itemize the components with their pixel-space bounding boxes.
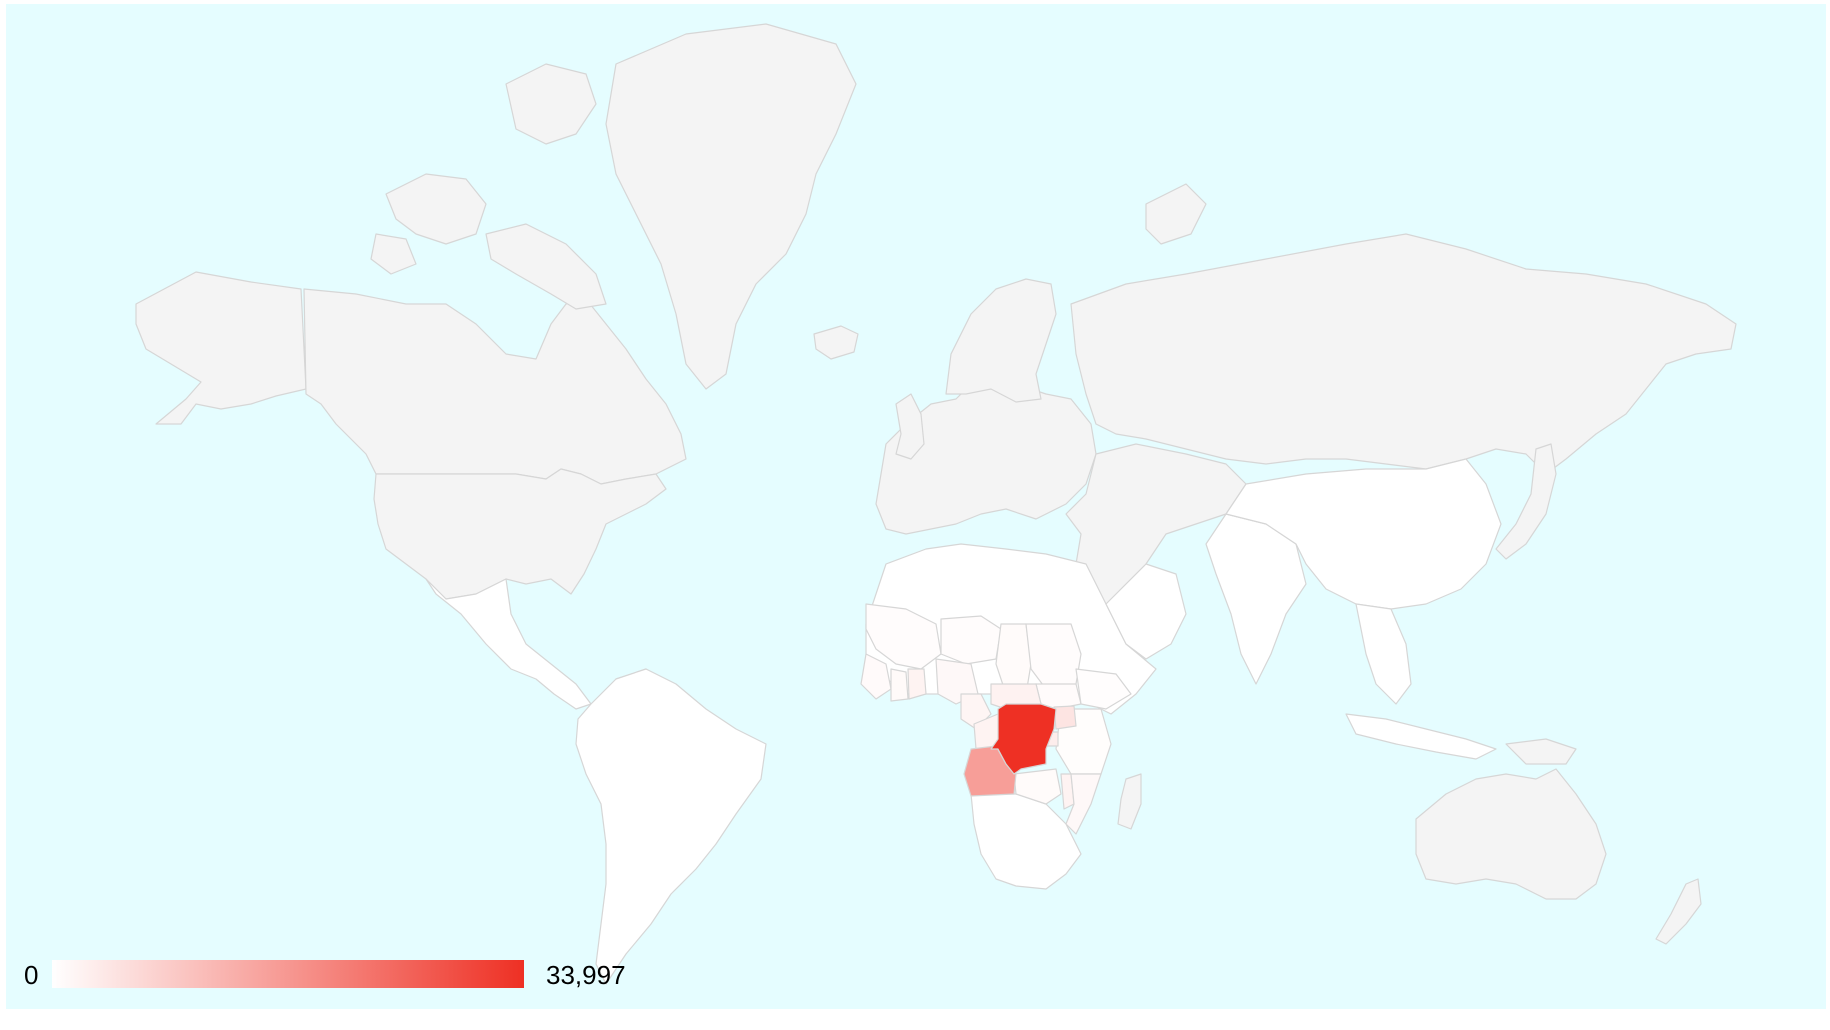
legend-min-label: 0 (24, 960, 39, 990)
color-legend: 0 33,997 (20, 956, 640, 992)
region-guinea-liberia[interactable] (860, 653, 892, 700)
world-map[interactable] (6, 4, 1826, 1009)
region-uganda-rwanda[interactable] (1053, 705, 1077, 730)
region-usa[interactable] (373, 468, 667, 600)
region-indonesia[interactable] (1345, 713, 1497, 760)
region-greenland[interactable] (605, 23, 857, 390)
region-ghana[interactable] (907, 668, 927, 700)
region-dr-congo[interactable] (990, 703, 1057, 775)
region-niger[interactable] (940, 615, 1002, 665)
legend-gradient-bar (52, 960, 524, 988)
region-arabia[interactable] (1105, 563, 1187, 660)
region-iceland[interactable] (813, 325, 859, 360)
legend-max-label: 33,997 (546, 960, 626, 990)
region-papua[interactable] (1505, 738, 1577, 765)
region-arctic-islands-3[interactable] (485, 223, 607, 310)
region-japan[interactable] (1495, 443, 1557, 560)
region-china[interactable] (1225, 458, 1502, 610)
region-russia-islands[interactable] (1145, 183, 1207, 245)
map-panel: 0 33,997 (6, 4, 1826, 1009)
region-south-america[interactable] (575, 668, 767, 985)
region-arctic-islands-2[interactable] (505, 63, 597, 145)
region-madagascar[interactable] (1117, 773, 1142, 830)
region-arctic-islands-4[interactable] (370, 233, 417, 275)
region-russia[interactable] (1070, 233, 1737, 475)
no-data-land (135, 23, 1737, 945)
region-ivory-coast[interactable] (890, 668, 909, 702)
region-zambia[interactable] (1013, 768, 1062, 805)
region-australia[interactable] (1415, 768, 1607, 900)
region-scandinavia[interactable] (945, 278, 1057, 403)
region-southeast-asia[interactable] (1355, 603, 1412, 705)
region-new-zealand[interactable] (1655, 878, 1702, 945)
region-mozambique[interactable] (1065, 773, 1102, 835)
region-canada[interactable] (303, 288, 687, 485)
region-arctic-islands[interactable] (385, 173, 487, 245)
region-ethiopia[interactable] (1075, 668, 1132, 710)
region-uk[interactable] (895, 393, 925, 460)
data-land-tinted (860, 603, 1132, 835)
region-mexico[interactable] (425, 578, 592, 710)
region-alaska[interactable] (135, 271, 307, 425)
